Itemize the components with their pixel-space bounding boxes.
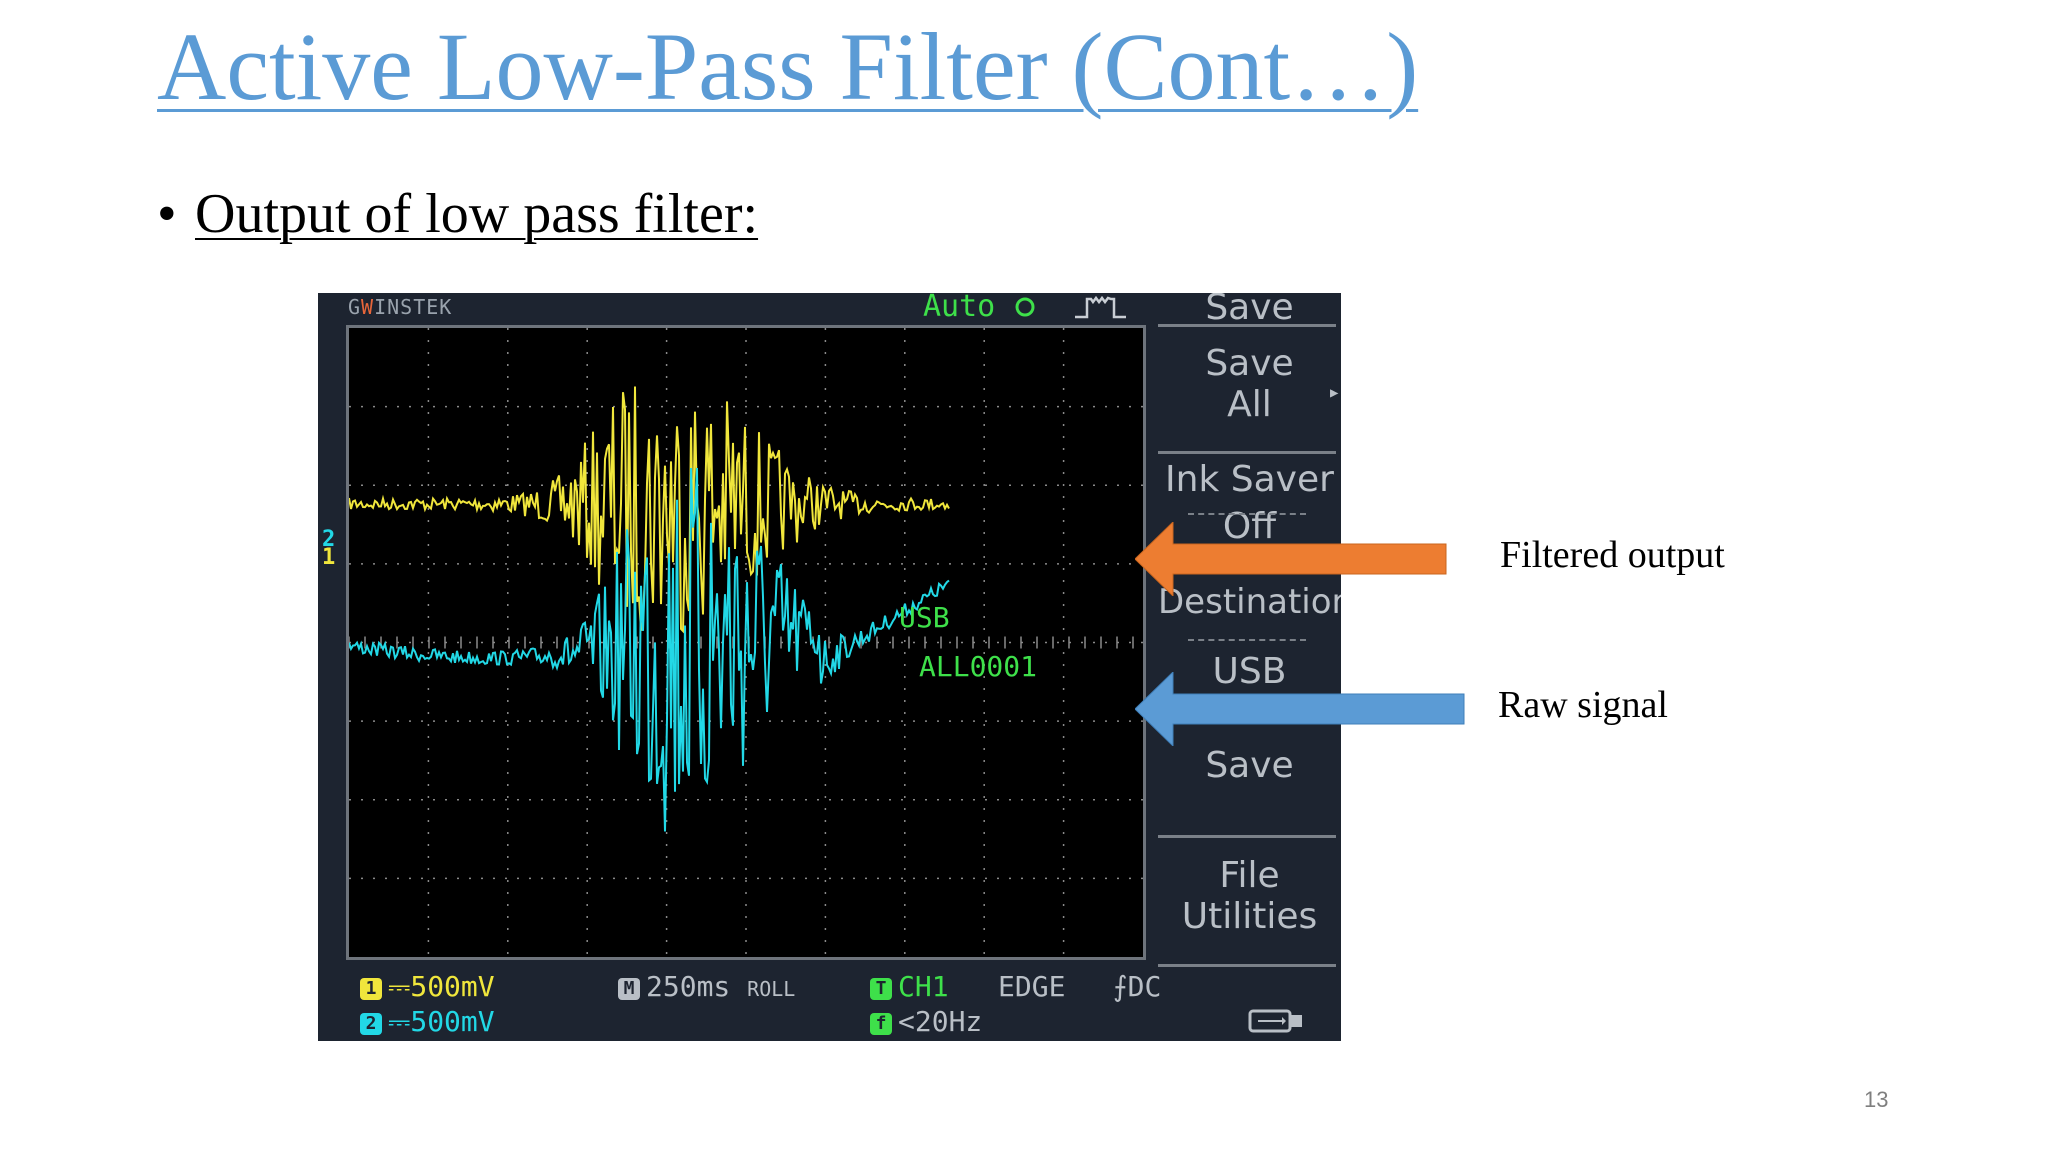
brand-logo: GWINSTEK bbox=[348, 295, 453, 319]
menu-divider bbox=[1158, 324, 1336, 327]
ch1-trace bbox=[349, 386, 950, 634]
menu-destination[interactable]: Destination bbox=[1158, 582, 1341, 622]
usb-overlay: USB bbox=[899, 601, 950, 634]
bullet-dot: • bbox=[157, 183, 177, 245]
menu-title-save: Save bbox=[1205, 293, 1294, 328]
trigger-coupling: ⨍DC bbox=[1113, 970, 1162, 1003]
waveform-display: USB ALL0001 bbox=[346, 325, 1146, 960]
ch1-marker: 1 bbox=[322, 545, 336, 570]
oscilloscope-screenshot: GWINSTEK Auto USB ALL0001 2 1 Save Save … bbox=[318, 293, 1341, 1041]
bullet-text: Output of low pass filter: bbox=[195, 183, 759, 245]
menu-file-utilities[interactable]: File Utilities bbox=[1181, 855, 1318, 938]
slide-title: Active Low-Pass Filter (Cont…) bbox=[157, 13, 1419, 120]
filtered-output-label: Filtered output bbox=[1500, 534, 1725, 576]
timebase: M 250ms ROLL bbox=[618, 973, 795, 1001]
menu-destination-value: USB bbox=[1212, 651, 1287, 692]
menu-save-all[interactable]: Save All bbox=[1205, 343, 1294, 426]
frequency-readout: f <20Hz bbox=[870, 1008, 982, 1036]
usb-stick-icon bbox=[1248, 1009, 1302, 1033]
bullet-item: • Output of low pass filter: bbox=[157, 182, 758, 246]
submenu-arrow-icon: ▶ bbox=[1330, 385, 1339, 401]
raw-signal-label: Raw signal bbox=[1498, 684, 1668, 726]
raw-signal-arrow bbox=[1135, 672, 1465, 746]
menu-save[interactable]: Save bbox=[1205, 745, 1294, 786]
page-number: 13 bbox=[1864, 1087, 1889, 1112]
trigger-mode-indicator: Auto bbox=[923, 293, 1037, 324]
ch2-trace bbox=[349, 467, 950, 832]
menu-divider bbox=[1158, 451, 1336, 454]
filtered-output-arrow bbox=[1135, 522, 1447, 596]
ch2-scale: 2 ⎓500mV bbox=[360, 1008, 495, 1036]
acquisition-waveform-icon bbox=[1075, 295, 1126, 319]
menu-dash bbox=[1188, 639, 1306, 641]
menu-divider bbox=[1158, 964, 1336, 967]
menu-divider bbox=[1158, 835, 1336, 838]
ch2-marker: 2 bbox=[322, 527, 336, 552]
trigger-source: T CH1 bbox=[870, 973, 949, 1001]
trigger-type: EDGE bbox=[998, 970, 1066, 1003]
circle-icon bbox=[1015, 297, 1035, 317]
softkey-menu: Save Save All ▶ Ink Saver Off Destinatio… bbox=[1158, 293, 1341, 969]
ch1-scale: 1 ⎓500mV bbox=[360, 973, 495, 1001]
filename-overlay: ALL0001 bbox=[919, 650, 1038, 683]
menu-dash bbox=[1188, 513, 1306, 515]
